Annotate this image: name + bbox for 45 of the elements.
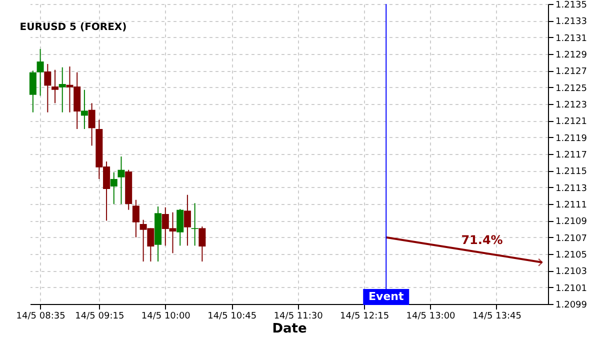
y-tick-label: 1.2127 bbox=[556, 67, 587, 78]
x-tick-label: 14/5 13:00 bbox=[406, 312, 456, 322]
x-tick-label: 14/5 12:15 bbox=[340, 312, 390, 322]
y-tick-label: 1.2111 bbox=[556, 200, 587, 210]
candlestick bbox=[118, 156, 125, 204]
y-tick-label: 1.2133 bbox=[556, 17, 587, 28]
y-tick-label: 1.2101 bbox=[556, 284, 587, 294]
y-tick-label: 1.2115 bbox=[556, 167, 587, 178]
candlestick bbox=[176, 208, 184, 246]
y-tick-label: 1.2123 bbox=[556, 100, 587, 110]
candlestick bbox=[132, 199, 140, 238]
annotation: 71.4% bbox=[461, 233, 503, 247]
candlestick bbox=[191, 202, 198, 246]
x-tick-label: 14/5 08:35 bbox=[16, 312, 66, 322]
candlestick bbox=[88, 102, 96, 146]
candlestick bbox=[184, 194, 191, 246]
y-tick-label: 1.2103 bbox=[556, 267, 587, 278]
candlestick bbox=[198, 226, 206, 262]
candlestick bbox=[44, 64, 52, 113]
candlestick bbox=[110, 172, 118, 204]
y-tick-label: 1.2105 bbox=[556, 250, 587, 260]
y-tick-label: 1.2135 bbox=[556, 0, 587, 10]
x-tick-label: 14/5 10:00 bbox=[141, 312, 191, 322]
x-axis-title: Date bbox=[272, 322, 307, 336]
y-tick-label: 1.2117 bbox=[556, 150, 587, 160]
text: EURUSD 5 (FOREX) bbox=[20, 22, 127, 33]
x-tick-label: 14/5 09:15 bbox=[75, 312, 124, 322]
y-tick-label: 1.2119 bbox=[556, 134, 588, 144]
y-tick-label: 1.2129 bbox=[556, 50, 588, 60]
ref-line-label: Event bbox=[368, 290, 404, 303]
y-tick-label: 1.2113 bbox=[556, 184, 587, 194]
candlestick bbox=[29, 70, 36, 113]
y-tick-label: 1.2131 bbox=[556, 34, 587, 44]
y-tick-label: 1.2121 bbox=[556, 117, 587, 128]
y-tick-label: 1.2107 bbox=[556, 234, 587, 244]
candlestick bbox=[58, 66, 66, 113]
candlestick bbox=[80, 89, 88, 130]
x-tick-label: 14/5 10:45 bbox=[208, 312, 257, 322]
y-tick-label: 1.2125 bbox=[556, 84, 587, 94]
candlestick bbox=[36, 48, 44, 96]
x-tick-label: 14/5 11:30 bbox=[274, 312, 324, 322]
x-tick-label: 14/5 13:45 bbox=[472, 312, 522, 322]
y-tick-label: 1.2099 bbox=[556, 300, 588, 310]
y-tick-label: 1.2109 bbox=[556, 217, 588, 228]
candlestick bbox=[52, 69, 59, 104]
